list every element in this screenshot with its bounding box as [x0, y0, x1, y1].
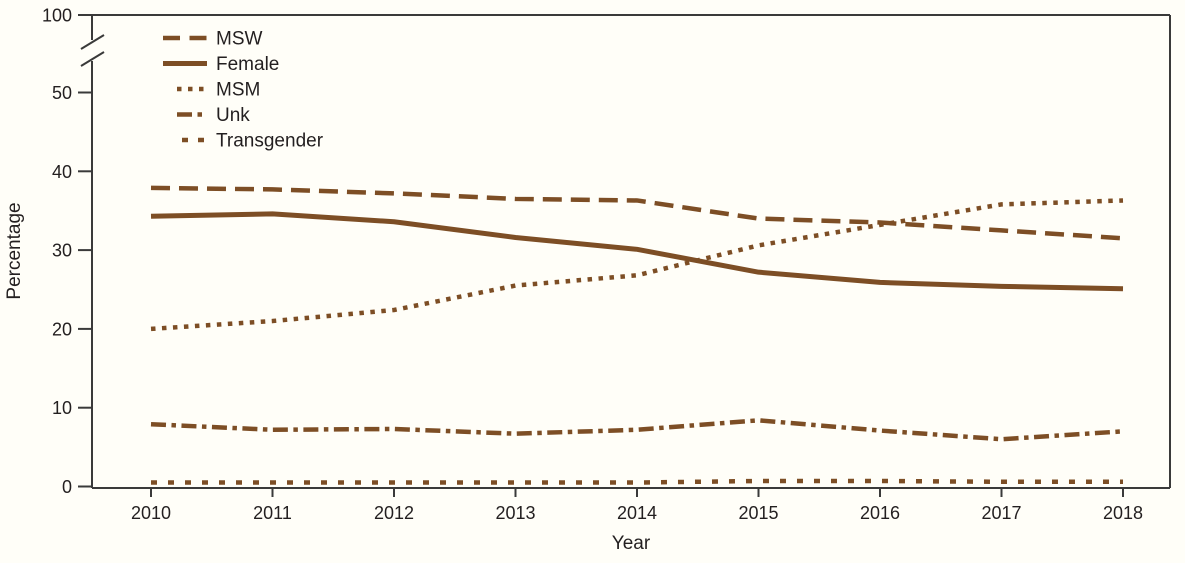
- legend-item-transgender: Transgender: [182, 131, 324, 152]
- legend-item-msm: MSM: [177, 80, 260, 101]
- x-tick-label: 2017: [981, 503, 1021, 523]
- legend-item-msw: MSW: [163, 29, 263, 50]
- y-tick-label: 40: [52, 162, 72, 182]
- x-axis-title: Year: [612, 533, 651, 554]
- legend-item-female: Female: [163, 54, 279, 75]
- legend-label: Female: [216, 54, 279, 75]
- series-line-female: [150, 211, 1124, 292]
- series-line-unk: [150, 418, 1124, 442]
- y-tick-label: 100: [42, 6, 72, 26]
- y-tick-label: 20: [52, 319, 72, 339]
- legend-item-unk: Unk: [177, 105, 250, 126]
- y-tick-label: 50: [52, 83, 72, 103]
- legend: MSW Female MSM Unk Transgender: [163, 29, 324, 152]
- series-lines: [150, 185, 1124, 485]
- x-tick-label: 2013: [495, 503, 535, 523]
- x-tick-label: 2011: [253, 503, 292, 523]
- x-tick-label: 2012: [374, 503, 414, 523]
- y-tick-label: 30: [52, 241, 72, 261]
- legend-label: MSW: [216, 29, 263, 50]
- series-line-transgender: [151, 478, 1123, 485]
- x-tick-label: 2010: [131, 503, 171, 523]
- legend-label: Transgender: [216, 131, 324, 152]
- series-line-msw: [150, 185, 1124, 241]
- legend-label: Unk: [216, 105, 250, 126]
- y-axis-title: Percentage: [4, 202, 25, 299]
- legend-label: MSM: [216, 80, 260, 101]
- axis-break-mark: [80, 51, 105, 67]
- x-tick-label: 2016: [860, 503, 900, 523]
- x-tick-label: 2014: [617, 503, 657, 523]
- axis-break-mark: [80, 34, 105, 50]
- x-tick-label: 2018: [1103, 503, 1143, 523]
- axes: 0 10 20 30 40 50 100 2010 2011 2012 2013 2014 2015 20…: [42, 6, 1171, 523]
- x-tick-label: 2015: [738, 503, 778, 523]
- y-tick-label: 10: [52, 398, 72, 418]
- series-line-msm: [150, 198, 1124, 332]
- y-tick-label: 0: [62, 477, 72, 497]
